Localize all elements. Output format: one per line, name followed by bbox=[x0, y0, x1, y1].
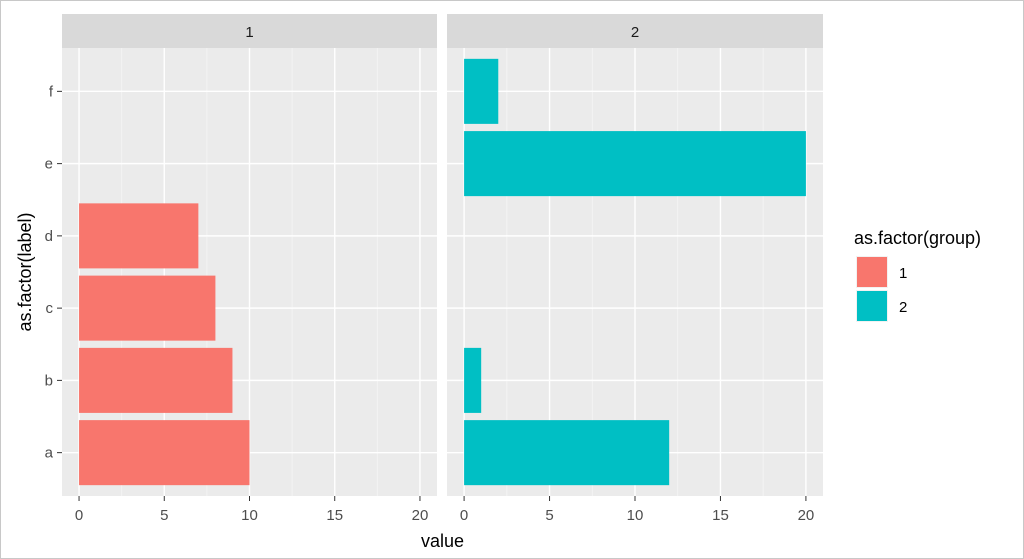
x-tick-label: 5 bbox=[545, 507, 553, 524]
facet-strip-label: 2 bbox=[631, 24, 639, 41]
x-tick-label: 0 bbox=[75, 507, 83, 524]
facet-panel-1: 10 5 10 15 20 bbox=[62, 14, 437, 524]
legend-key bbox=[857, 257, 887, 287]
x-tick-label: 10 bbox=[627, 507, 644, 524]
x-tick-label: 15 bbox=[326, 507, 343, 524]
facet-panel-2: 20 5 10 15 20 bbox=[447, 14, 823, 524]
bar-d bbox=[79, 203, 199, 269]
y-axis-title: as.factor(label) bbox=[15, 212, 35, 331]
bar-f bbox=[464, 58, 499, 124]
x-axis-title: value bbox=[421, 531, 464, 551]
x-tick-label: 10 bbox=[241, 507, 258, 524]
y-tick-label: e bbox=[45, 156, 53, 173]
legend-title: as.factor(group) bbox=[854, 228, 981, 248]
facet-strip-label: 1 bbox=[245, 24, 253, 41]
bar-a bbox=[79, 420, 250, 486]
y-tick-label: c bbox=[46, 300, 54, 317]
legend: as.factor(group) 1 2 bbox=[854, 228, 981, 322]
bar-b bbox=[464, 347, 482, 413]
y-axis: a b c d e f bbox=[45, 83, 62, 462]
x-tick-label: 15 bbox=[712, 507, 729, 524]
y-tick-label: a bbox=[45, 445, 54, 462]
x-tick-label: 0 bbox=[460, 507, 468, 524]
bar-a bbox=[464, 420, 670, 486]
y-tick-label: b bbox=[45, 372, 53, 389]
x-tick-label: 20 bbox=[798, 507, 815, 524]
x-tick-label: 5 bbox=[160, 507, 168, 524]
bar-b bbox=[79, 347, 233, 413]
y-tick-label: f bbox=[49, 83, 54, 100]
y-tick-label: d bbox=[45, 228, 53, 245]
legend-key bbox=[857, 291, 887, 321]
bar-c bbox=[79, 275, 216, 341]
x-tick-label: 20 bbox=[412, 507, 429, 524]
legend-label: 1 bbox=[899, 265, 907, 282]
bar-e bbox=[464, 131, 806, 197]
facet-strip bbox=[62, 14, 437, 48]
legend-label: 2 bbox=[899, 299, 907, 316]
facet-strip bbox=[447, 14, 823, 48]
